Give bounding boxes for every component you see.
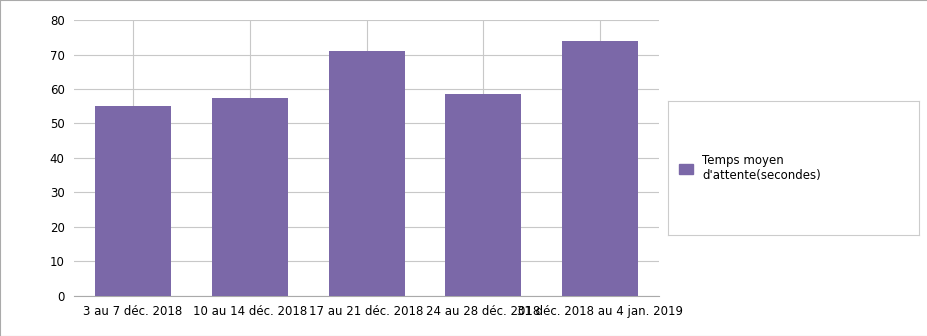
- Bar: [211, 98, 287, 296]
- Bar: [95, 106, 171, 296]
- Bar: [562, 41, 638, 296]
- Bar: [328, 51, 404, 296]
- Legend: Temps moyen
d'attente(secondes): Temps moyen d'attente(secondes): [673, 149, 825, 187]
- Bar: [445, 94, 521, 296]
